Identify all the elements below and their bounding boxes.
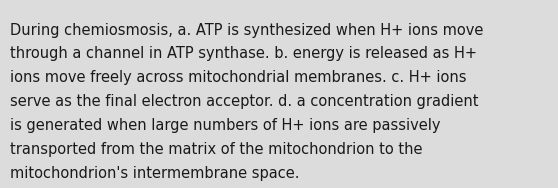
Text: During chemiosmosis, a. ATP is synthesized when H+ ions move: During chemiosmosis, a. ATP is synthesiz… [10, 23, 483, 38]
Text: serve as the final electron acceptor. d. a concentration gradient: serve as the final electron acceptor. d.… [10, 94, 479, 109]
Text: through a channel in ATP synthase. b. energy is released as H+: through a channel in ATP synthase. b. en… [10, 46, 477, 61]
Text: is generated when large numbers of H+ ions are passively: is generated when large numbers of H+ io… [10, 118, 441, 133]
Text: ions move freely across mitochondrial membranes. c. H+ ions: ions move freely across mitochondrial me… [10, 70, 466, 85]
Text: mitochondrion's intermembrane space.: mitochondrion's intermembrane space. [10, 166, 300, 181]
Text: transported from the matrix of the mitochondrion to the: transported from the matrix of the mitoc… [10, 142, 422, 157]
